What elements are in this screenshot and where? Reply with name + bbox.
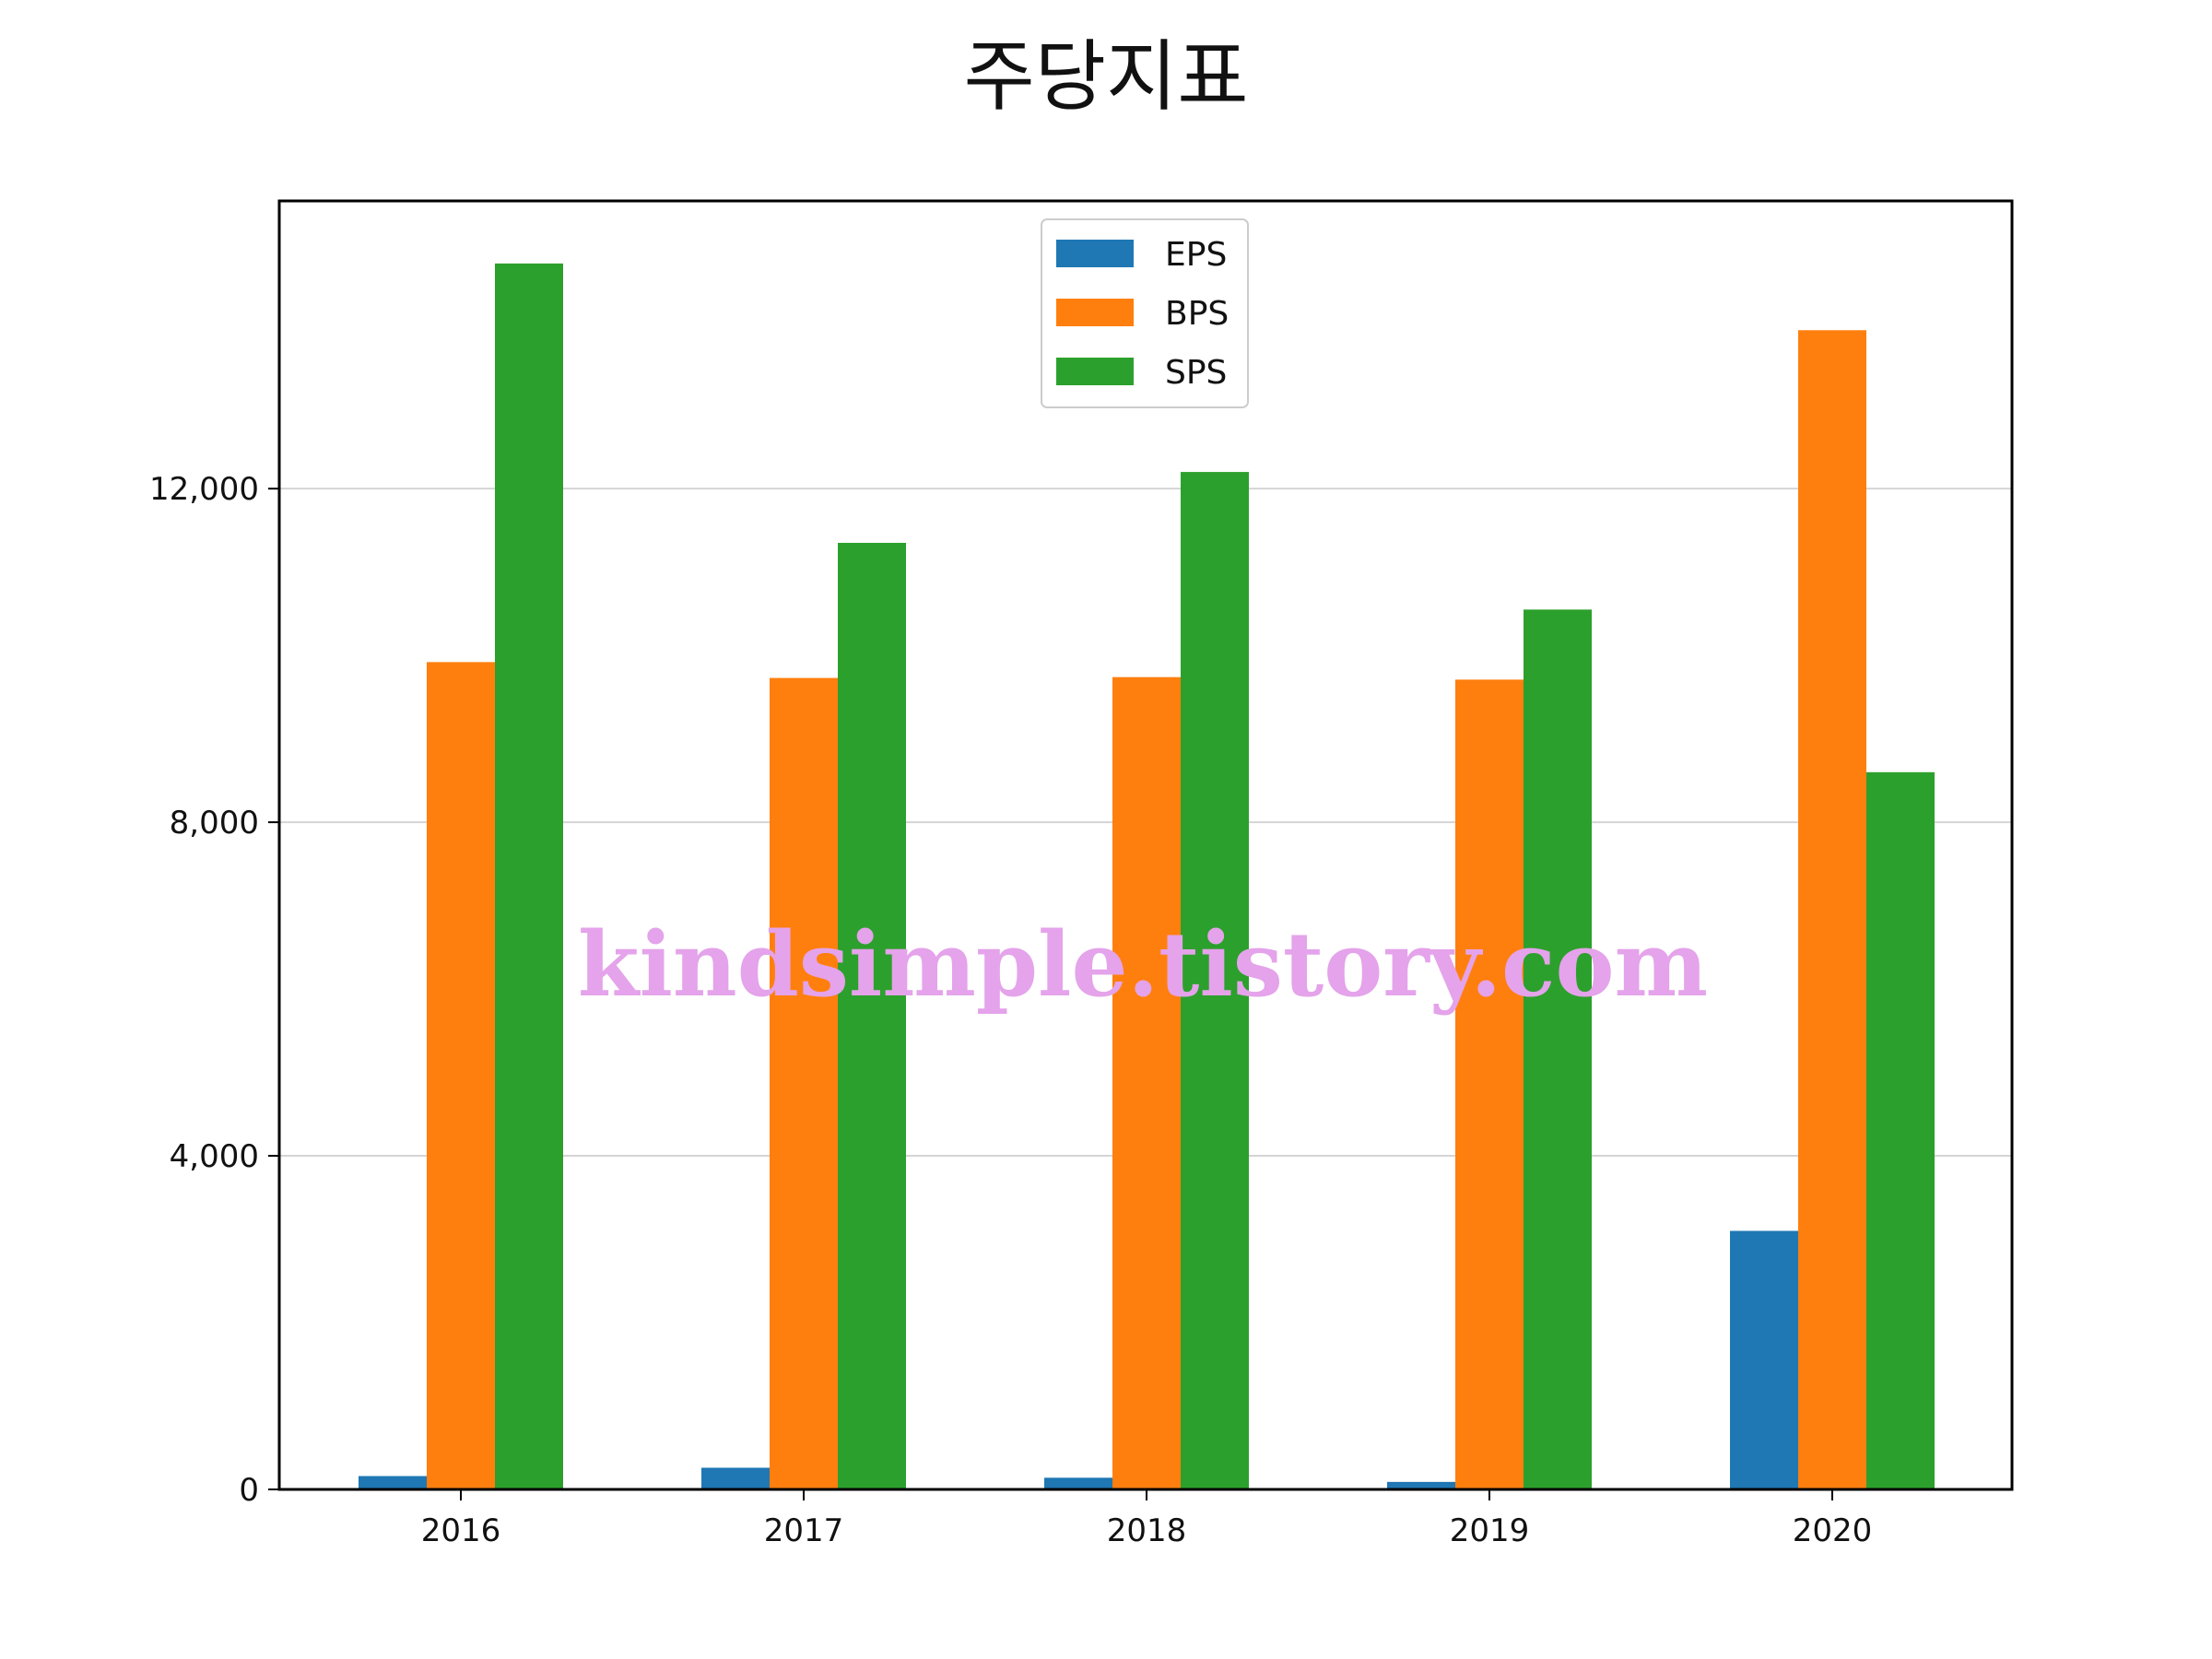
- x-tick-label-2016: 2016: [421, 1512, 501, 1549]
- bars: [359, 263, 1935, 1490]
- legend-swatch-bps: [1056, 299, 1134, 326]
- bar-sps-2016: [495, 263, 563, 1490]
- bar-sps-2018: [1181, 472, 1249, 1490]
- bar-eps-2019: [1387, 1481, 1455, 1489]
- x-tick-label-2019: 2019: [1450, 1512, 1530, 1549]
- y-tick-label-1: 4,000: [170, 1138, 259, 1175]
- bar-eps-2017: [701, 1467, 770, 1489]
- legend-label-bps: BPS: [1165, 295, 1229, 333]
- bar-eps-2018: [1044, 1477, 1112, 1489]
- bar-bps-2020: [1798, 330, 1866, 1489]
- x-tick-label-2018: 2018: [1107, 1512, 1187, 1549]
- legend: EPS BPS SPS: [1041, 218, 1249, 408]
- y-tick-label-2: 8,000: [170, 805, 259, 841]
- bar-bps-2019: [1455, 679, 1524, 1489]
- bar-sps-2020: [1866, 771, 1935, 1489]
- bar-eps-2020: [1730, 1230, 1798, 1489]
- bar-sps-2019: [1524, 609, 1592, 1489]
- y-tick-label-3: 12,000: [149, 471, 259, 508]
- bar-eps-2016: [359, 1476, 427, 1489]
- bar-sps-2017: [838, 542, 906, 1490]
- legend-swatch-sps: [1056, 358, 1134, 385]
- axes: 0 4,000 8,000 12,000 2016 2017 2018 2019 2020: [149, 471, 1872, 1549]
- bar-bps-2016: [427, 662, 495, 1489]
- y-tick-label-0: 0: [239, 1472, 259, 1509]
- legend-swatch-eps: [1056, 240, 1134, 267]
- chart-title: 주당지표: [963, 31, 1249, 122]
- legend-label-sps: SPS: [1165, 354, 1227, 392]
- bar-bps-2018: [1112, 677, 1181, 1489]
- x-tick-label-2020: 2020: [1793, 1512, 1873, 1549]
- x-tick-label-2017: 2017: [764, 1512, 844, 1549]
- bar-bps-2017: [770, 677, 838, 1489]
- watermark-text: kindsimple.tistory.com: [578, 912, 1708, 1017]
- legend-label-eps: EPS: [1165, 236, 1227, 274]
